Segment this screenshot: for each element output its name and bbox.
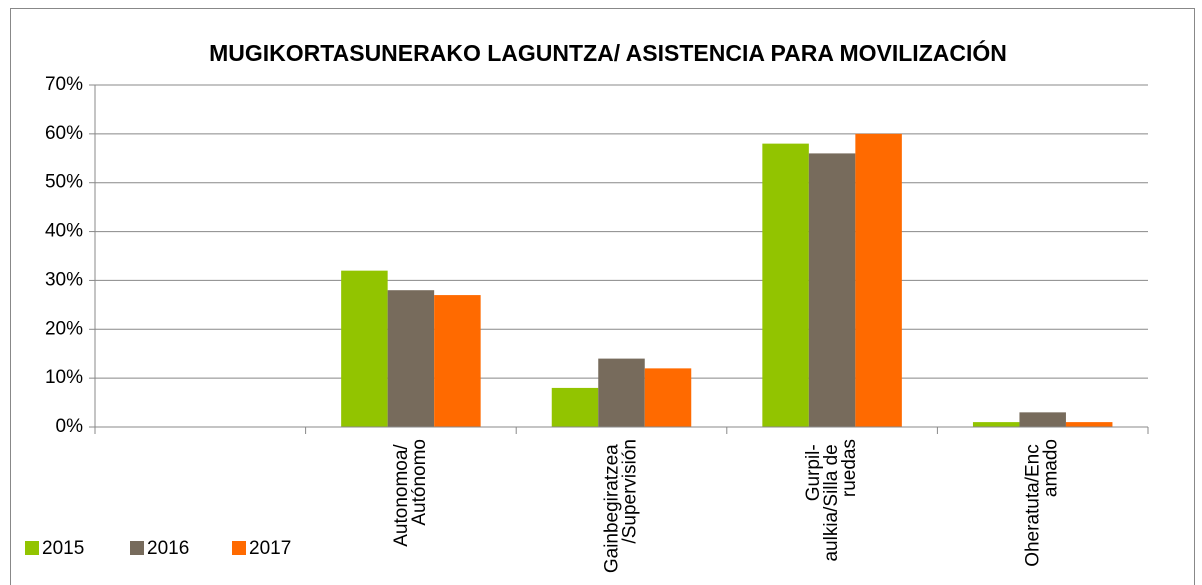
bar	[1019, 412, 1066, 427]
x-tick-label: Autonomoa/ Autónomo	[391, 439, 430, 547]
x-tick-label: Oheratuta/Enc amado	[1023, 439, 1062, 567]
bar	[434, 295, 481, 427]
legend-swatch	[232, 541, 246, 555]
y-tick-label: 70%	[45, 74, 83, 95]
chart-frame	[10, 8, 1195, 585]
y-tick-label: 20%	[45, 318, 83, 339]
legend-swatch	[130, 541, 144, 555]
y-tick-label: 0%	[56, 416, 84, 437]
bar	[762, 143, 809, 427]
bar	[644, 368, 692, 427]
legend-label: 2015	[42, 538, 84, 559]
y-tick-label: 10%	[45, 367, 83, 388]
bar	[1065, 422, 1113, 427]
bar	[855, 133, 902, 427]
y-tick-label: 30%	[45, 269, 83, 290]
y-tick-label: 40%	[45, 221, 83, 242]
bar	[808, 153, 856, 427]
chart-title: MUGIKORTASUNERAKO LAGUNTZA/ ASISTENCIA P…	[209, 39, 1007, 66]
x-tick-label: Gurpil- aulkia/Silla de ruedas	[803, 439, 860, 562]
legend-label: 2016	[147, 538, 189, 559]
bar	[387, 290, 435, 427]
legend-swatch	[25, 541, 39, 555]
x-tick-label: Gainbegiratzea /Supervisión	[602, 439, 641, 573]
bar	[341, 270, 388, 427]
bar	[598, 358, 645, 427]
bar	[551, 387, 599, 427]
bar	[972, 422, 1020, 427]
legend-label: 2017	[249, 538, 291, 559]
y-tick-label: 50%	[45, 172, 83, 193]
y-tick-label: 60%	[45, 123, 83, 144]
